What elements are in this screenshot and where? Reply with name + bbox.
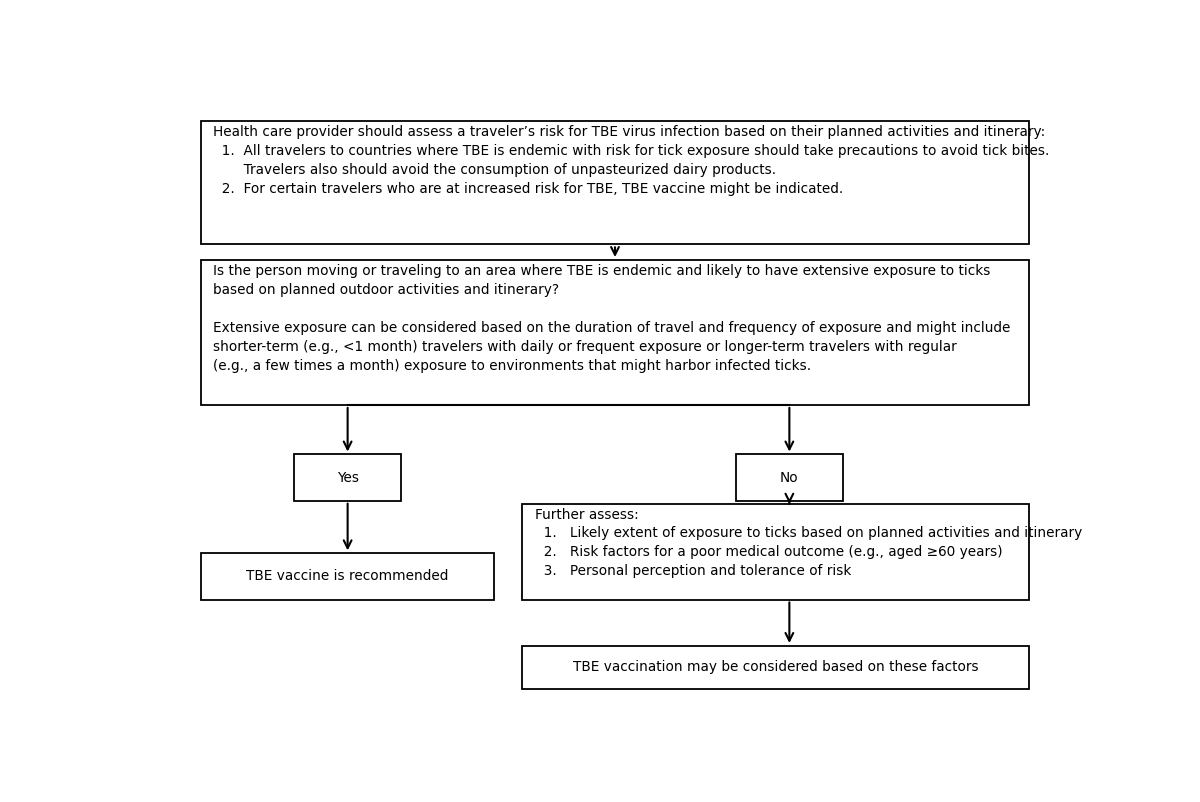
FancyBboxPatch shape: [202, 121, 1028, 245]
Text: Yes: Yes: [337, 471, 359, 484]
Text: No: No: [780, 471, 799, 484]
FancyBboxPatch shape: [736, 455, 842, 500]
Text: Further assess:
  1.   Likely extent of exposure to ticks based on planned activ: Further assess: 1. Likely extent of expo…: [535, 508, 1082, 578]
FancyBboxPatch shape: [294, 455, 401, 500]
FancyBboxPatch shape: [522, 504, 1028, 600]
FancyBboxPatch shape: [522, 646, 1028, 689]
Text: Health care provider should assess a traveler’s risk for TBE virus infection bas: Health care provider should assess a tra…: [214, 125, 1050, 196]
Text: TBE vaccine is recommended: TBE vaccine is recommended: [246, 569, 449, 583]
Text: TBE vaccination may be considered based on these factors: TBE vaccination may be considered based …: [572, 661, 978, 674]
Text: Is the person moving or traveling to an area where TBE is endemic and likely to : Is the person moving or traveling to an …: [214, 264, 1010, 373]
FancyBboxPatch shape: [202, 260, 1028, 405]
FancyBboxPatch shape: [202, 553, 494, 600]
